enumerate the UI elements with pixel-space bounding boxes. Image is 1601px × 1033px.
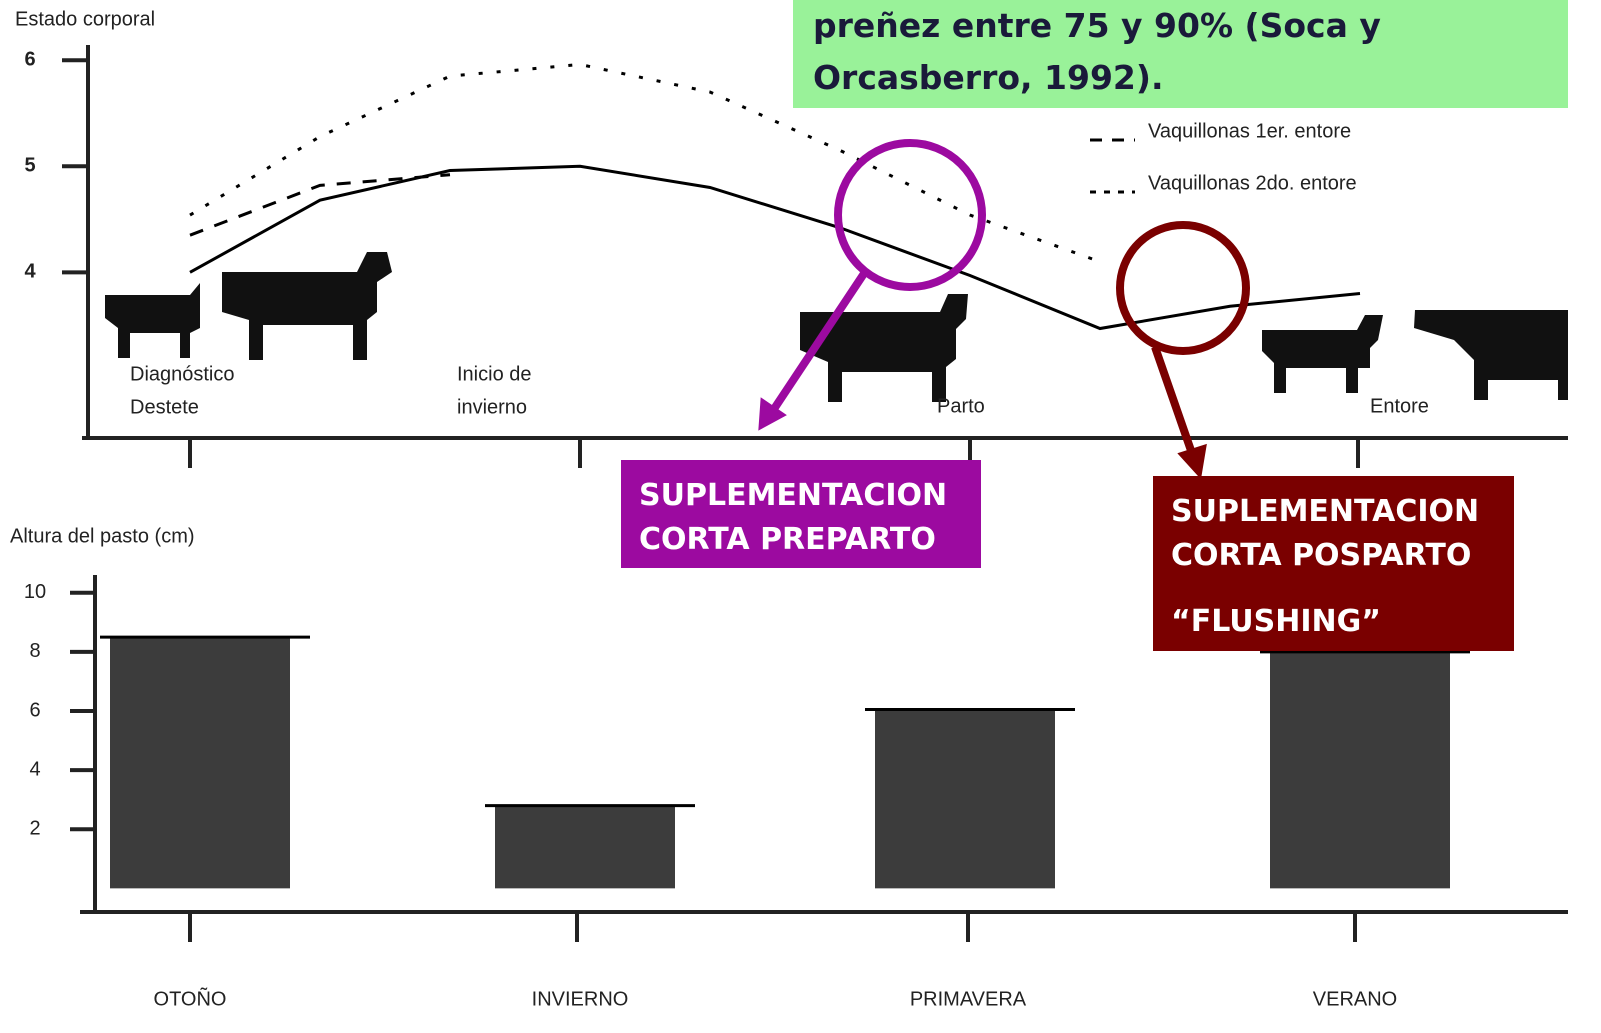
event-label: Destete xyxy=(130,396,199,418)
x-tick-label: OTOÑO xyxy=(154,986,227,1010)
event-label: Inicio de xyxy=(457,363,532,385)
cow-icon xyxy=(1414,310,1568,400)
cow-icon xyxy=(222,252,392,360)
y-axis-title: Altura del pasto (cm) xyxy=(10,525,195,547)
cow-silhouettes xyxy=(105,252,1568,402)
grass-bar xyxy=(110,637,290,889)
axes xyxy=(80,45,1568,942)
y-tick-label: 6 xyxy=(24,48,35,70)
x-tick-label: VERANO xyxy=(1313,988,1397,1010)
cow-icon xyxy=(1262,315,1383,393)
y-tick-label: 5 xyxy=(24,155,35,177)
event-label: Diagnóstico xyxy=(130,363,235,385)
series-line xyxy=(189,173,451,237)
note-box: preñez entre 75 y 90% (Soca y Orcasberro… xyxy=(793,0,1568,108)
y-tick-label: 6 xyxy=(29,699,40,721)
event-label: invierno xyxy=(457,396,527,418)
cow-icon xyxy=(800,294,968,402)
y-axis-title: Estado corporal xyxy=(15,8,155,30)
y-tick-label: 10 xyxy=(24,581,46,603)
y-tick-label: 8 xyxy=(29,640,40,662)
event-label: Entore xyxy=(1370,395,1429,417)
flushing-text: “FLUSHING” xyxy=(1171,604,1381,639)
grass-bar xyxy=(495,805,675,889)
cow-icon xyxy=(105,283,200,358)
legend-label: Vaquillonas 2do. entore xyxy=(1148,172,1357,194)
y-tick-label: 2 xyxy=(29,818,40,840)
x-tick-label: PRIMAVERA xyxy=(910,988,1027,1010)
event-label: Parto xyxy=(937,395,985,417)
grass-bar xyxy=(1270,651,1450,889)
legend-label: Vaquillonas 1er. entore xyxy=(1148,120,1351,142)
x-tick-label: INVIERNO xyxy=(532,988,629,1010)
grass-bar xyxy=(875,709,1055,889)
posparto-text: SUPLEMENTACION CORTA POSPARTO xyxy=(1171,494,1480,573)
y-tick-label: 4 xyxy=(29,758,40,780)
y-tick-label: 4 xyxy=(24,261,36,283)
preparto-box: SUPLEMENTACION CORTA PREPARTO xyxy=(621,460,981,568)
posparto-box: SUPLEMENTACION CORTA POSPARTO “FLUSHING” xyxy=(1153,476,1514,651)
